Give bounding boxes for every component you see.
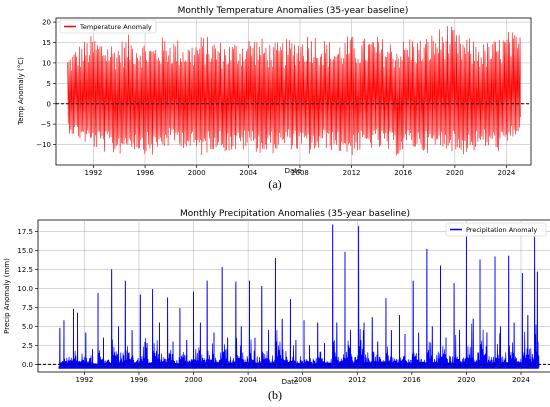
- x-tick-label: 1992: [85, 169, 103, 177]
- x-tick-label: 2024: [498, 169, 516, 177]
- precipitation-chart: Monthly Precipitation Anomalies (35-year…: [3, 209, 550, 386]
- y-tick-label: −5: [41, 121, 51, 129]
- x-tick-label: 2016: [394, 169, 412, 177]
- precipitation-legend-label: Precipitation Anomaly: [466, 226, 537, 234]
- precipitation-series: [58, 224, 540, 369]
- x-tick-label: 2004: [239, 376, 257, 384]
- x-tick-label: 2020: [446, 169, 464, 177]
- x-tick-label: 2020: [457, 376, 475, 384]
- precipitation-x-axis-label: Date: [282, 378, 299, 386]
- x-tick-label: 2024: [512, 376, 530, 384]
- y-tick-label: 10: [42, 59, 51, 67]
- y-tick-label: 5.0: [22, 323, 33, 331]
- y-tick-label: 5: [47, 80, 51, 88]
- y-tick-label: 15.0: [17, 247, 33, 255]
- precipitation-legend: Precipitation Anomaly: [445, 222, 547, 237]
- x-tick-label: 2008: [294, 376, 312, 384]
- y-tick-label: 0: [47, 100, 51, 108]
- y-tick-label: 12.5: [17, 266, 33, 274]
- temperature-legend: Temperature Anomaly: [59, 19, 157, 34]
- temperature-anomaly-line: [67, 26, 521, 156]
- precipitation-y-axis-label: Precip Anomaly (mm): [3, 258, 11, 334]
- precipitation-plot-area: [37, 219, 550, 373]
- x-tick-label: 2004: [239, 169, 257, 177]
- x-tick-label: 1996: [136, 169, 154, 177]
- temperature-x-axis-label: Date: [285, 167, 302, 175]
- temperature-chart: Monthly Temperature Anomalies (35-year b…: [17, 6, 532, 177]
- temperature-y-axis-label: Temp Anomaly (°C): [17, 57, 25, 126]
- y-tick-label: 0.0: [22, 361, 33, 369]
- x-tick-label: 2000: [188, 169, 206, 177]
- y-tick-label: 17.5: [17, 228, 33, 236]
- x-tick-label: 1996: [130, 376, 148, 384]
- precipitation-chart-title: Monthly Precipitation Anomalies (35-year…: [180, 209, 410, 219]
- caption-a: (a): [268, 177, 282, 191]
- precipitation-legend-box: [445, 222, 547, 237]
- temperature-legend-box: [59, 19, 157, 34]
- precipitation-ticks: 1992 1996 2000 2004 2008 2012 2016 2020 2024 0.0 2…: [17, 228, 530, 384]
- y-tick-label: 20: [42, 19, 51, 27]
- y-tick-label: 7.5: [22, 304, 33, 312]
- temperature-chart-title: Monthly Temperature Anomalies (35-year b…: [178, 6, 409, 16]
- caption-b: (b): [268, 388, 282, 402]
- y-tick-label: 15: [42, 39, 51, 47]
- x-tick-label: 2012: [343, 169, 361, 177]
- temperature-series: [67, 26, 521, 156]
- x-tick-label: 2016: [403, 376, 421, 384]
- x-tick-label: 2008: [291, 169, 309, 177]
- y-tick-label: 2.5: [22, 342, 33, 350]
- temperature-legend-label: Temperature Anomaly: [79, 23, 152, 31]
- y-tick-label: −10: [36, 141, 51, 149]
- x-tick-label: 2012: [348, 376, 366, 384]
- temperature-ticks: 1992 1996 2000 2004 2008 2012 2016 2020 2024 −10 −…: [36, 19, 516, 177]
- x-tick-label: 2000: [185, 376, 203, 384]
- y-tick-label: 10.0: [17, 285, 33, 293]
- x-tick-label: 1992: [75, 376, 93, 384]
